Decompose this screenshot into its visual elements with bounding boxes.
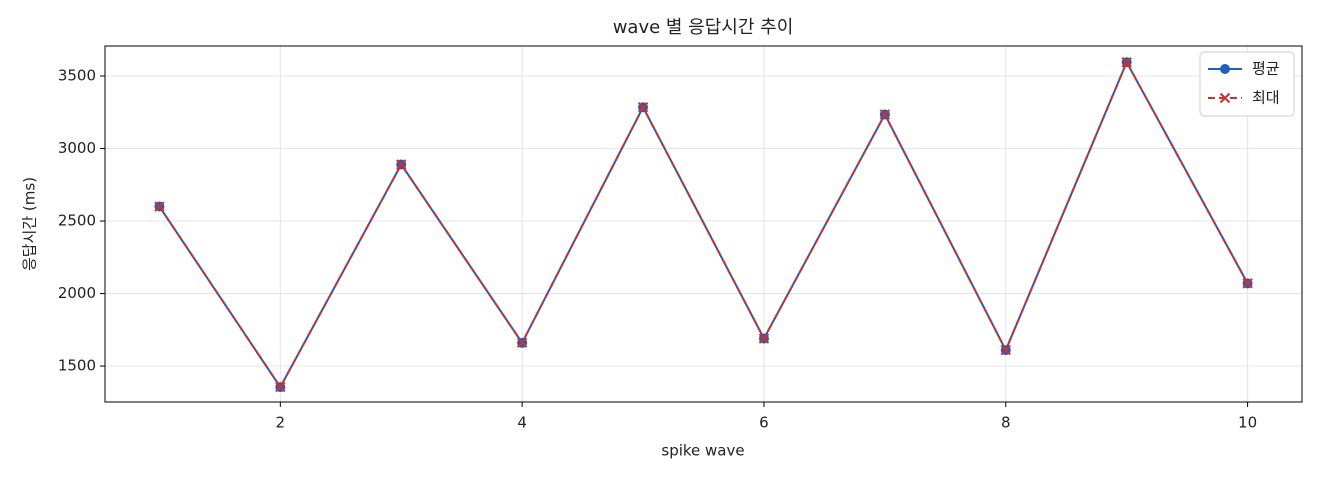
x-tick-label: 4 <box>517 414 527 432</box>
y-tick-label: 2000 <box>58 284 96 302</box>
chart-title: wave 별 응답시간 추이 <box>613 17 794 38</box>
marker <box>275 381 286 393</box>
marker <box>879 109 891 120</box>
marker <box>1242 278 1253 289</box>
marker <box>1219 92 1231 104</box>
y-tick-label: 1500 <box>58 357 96 375</box>
marker <box>154 201 165 212</box>
legend-box <box>1199 51 1295 117</box>
x-axis-label: spike wave <box>661 442 744 460</box>
plot-area <box>154 57 1253 393</box>
x-tick-label: 2 <box>276 414 286 432</box>
marker <box>1220 64 1230 74</box>
x-tick-label: 8 <box>1001 414 1011 432</box>
marker <box>1000 344 1011 356</box>
y-tick-label: 2500 <box>58 212 96 230</box>
marker <box>516 337 528 349</box>
y-tick-label: 3500 <box>58 67 96 85</box>
legend-label: 최대 <box>1252 89 1280 107</box>
plot-frame <box>104 45 1303 403</box>
marker <box>637 101 649 113</box>
y-axis-label: 응답시간 (ms) <box>21 177 39 271</box>
marker <box>396 159 407 170</box>
x-tick-label: 10 <box>1238 414 1257 432</box>
x-tick-label: 6 <box>759 414 769 432</box>
marker <box>758 333 770 344</box>
marker <box>1121 57 1132 68</box>
series-line <box>158 59 1249 389</box>
legend-label: 평균 <box>1252 60 1280 78</box>
y-tick-label: 3000 <box>58 139 96 157</box>
